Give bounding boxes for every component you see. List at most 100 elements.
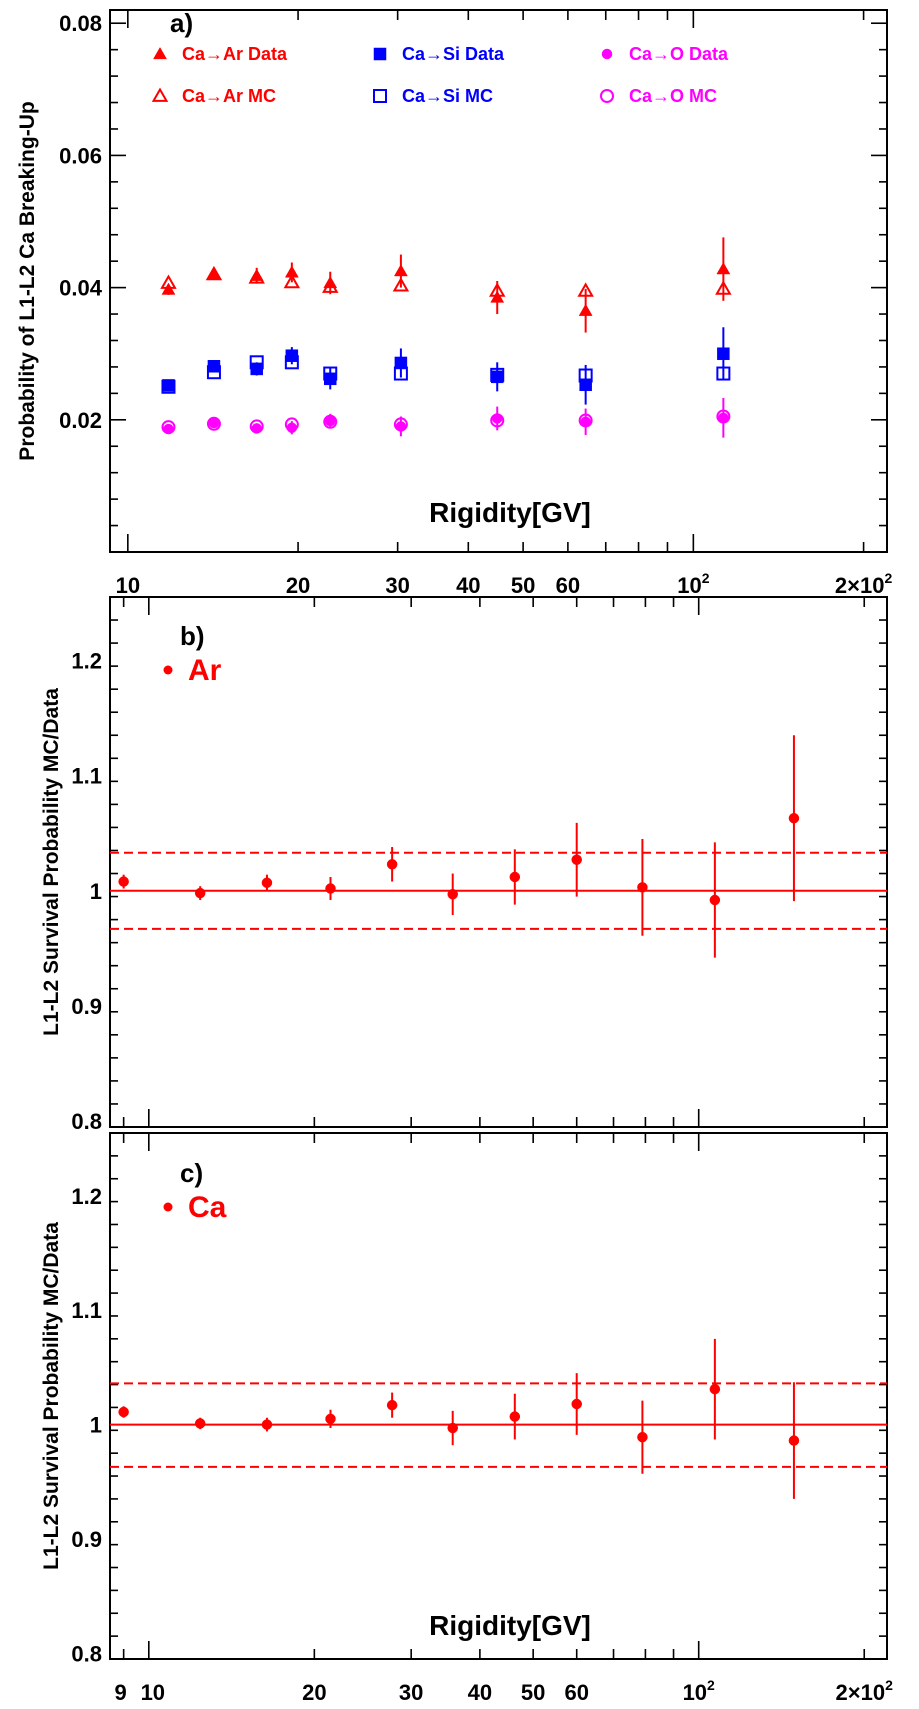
data-point: [716, 262, 731, 275]
x-tick-label: 50: [521, 1680, 545, 1705]
x-tick-label: 30: [385, 573, 409, 598]
data-point: [394, 356, 408, 370]
legend-marker: [163, 665, 173, 675]
data-point: [206, 416, 221, 431]
data-point: [248, 269, 265, 284]
y-tick-label: 0.8: [71, 1109, 102, 1134]
panel-label: c): [180, 1158, 203, 1188]
y-tick-label: 0.9: [71, 994, 102, 1019]
data-point: [578, 368, 593, 383]
y-axis-label: Probability of L1-L2 Ca Breaking-Up: [16, 101, 39, 460]
legend-label: Ca→Ar MC: [182, 86, 276, 106]
panel-label: a): [170, 8, 193, 38]
data-point: [578, 413, 593, 428]
data-point: [194, 887, 206, 899]
legend-marker: [151, 87, 169, 102]
x-tick-label: 10: [116, 573, 140, 598]
legend-marker: [163, 1202, 173, 1212]
data-point: [322, 278, 339, 293]
data-point: [118, 1406, 129, 1418]
y-tick-label: 0.08: [59, 11, 102, 36]
x-tick-label: 20: [302, 1680, 326, 1705]
data-point: [284, 417, 299, 432]
x-tick-exponent: 2: [884, 570, 892, 586]
legend-marker: [601, 48, 613, 60]
y-axis-label: L1-L2 Survival Probability MC/Data: [40, 688, 63, 1036]
data-point: [323, 366, 338, 381]
data-point: [161, 420, 176, 435]
data-point: [447, 1422, 458, 1434]
x-tick-label: 60: [556, 573, 580, 598]
data-point: [577, 282, 594, 297]
x-tick-label: 102: [683, 1677, 715, 1705]
y-tick-label: 0.8: [71, 1641, 102, 1666]
y-tick-label: 1.2: [71, 648, 102, 673]
plot-frame: [109, 1132, 888, 1660]
x-tick-label: 10: [141, 1680, 165, 1705]
data-point: [788, 812, 800, 824]
data-point: [489, 282, 506, 297]
x-tick-label: 2×102: [836, 1677, 894, 1705]
data-point: [205, 265, 223, 281]
series-ca-o-data: [163, 397, 729, 438]
data-point: [578, 303, 593, 316]
data-point: [447, 889, 458, 900]
data-point: [788, 1435, 800, 1446]
x-axis-label: Rigidity[GV]: [429, 1610, 591, 1641]
series-ca-ar-data: [161, 237, 731, 333]
data-point: [709, 894, 721, 906]
series-ca-o-mc: [161, 409, 731, 435]
data-point: [325, 1413, 336, 1425]
data-point: [716, 409, 731, 424]
legend-label: Ar: [188, 654, 222, 687]
x-axis-label: Rigidity[GV]: [429, 497, 591, 528]
data-point: [571, 854, 582, 865]
x-tick-label: 102: [677, 570, 709, 598]
legend-marker: [600, 89, 614, 103]
y-tick-label: 1.2: [71, 1184, 102, 1209]
x-tick-exponent: 2: [702, 570, 710, 586]
data-point: [509, 871, 521, 883]
legend-label: Ca: [188, 1191, 227, 1224]
x-tick-label: 30: [399, 1680, 423, 1705]
y-tick-label: 1: [90, 1413, 102, 1438]
legend-marker: [373, 89, 387, 103]
data-point: [715, 280, 732, 295]
y-tick-label: 0.02: [59, 408, 102, 433]
data-point: [393, 366, 408, 381]
x-tick-exponent: 2: [707, 1677, 715, 1693]
data-point: [118, 876, 129, 887]
plot-frame: [109, 596, 888, 1128]
data-point: [490, 367, 505, 382]
y-tick-label: 0.06: [59, 143, 102, 168]
data-point: [261, 1419, 273, 1430]
legend-marker: [373, 47, 387, 61]
data-point: [716, 366, 731, 381]
x-tick-label: 40: [468, 1680, 492, 1705]
legend-marker: [153, 46, 167, 60]
legend-label: Ca→Si Data: [402, 44, 505, 64]
data-point: [571, 1398, 582, 1410]
data-point: [284, 355, 299, 370]
data-point: [249, 355, 264, 370]
x-tick-label: 50: [511, 573, 535, 598]
data-point: [249, 419, 264, 434]
y-tick-label: 1: [90, 879, 102, 904]
x-tick-label: 60: [564, 1680, 588, 1705]
data-point: [325, 883, 336, 894]
panel-2: 0.8 0.9 1 1.1 1.2 L1-L2 Survival Probability …: [40, 596, 888, 1134]
legend-label: Ca→Ar Data: [182, 44, 288, 64]
series-ca: [118, 1338, 800, 1499]
data-point: [194, 1418, 206, 1429]
panel-1: 0.02 0.04 0.06 0.08 10 20 30 40 50 60 102 2×102 Rigi…: [16, 8, 892, 598]
data-point: [509, 1411, 521, 1422]
data-point: [161, 379, 176, 394]
data-point: [637, 882, 648, 893]
y-tick-label: 1.1: [71, 764, 102, 789]
data-point: [709, 1383, 721, 1395]
data-point: [386, 859, 398, 870]
x-tick-label: 9: [115, 1680, 127, 1705]
data-point: [393, 264, 408, 277]
data-point: [206, 365, 221, 380]
